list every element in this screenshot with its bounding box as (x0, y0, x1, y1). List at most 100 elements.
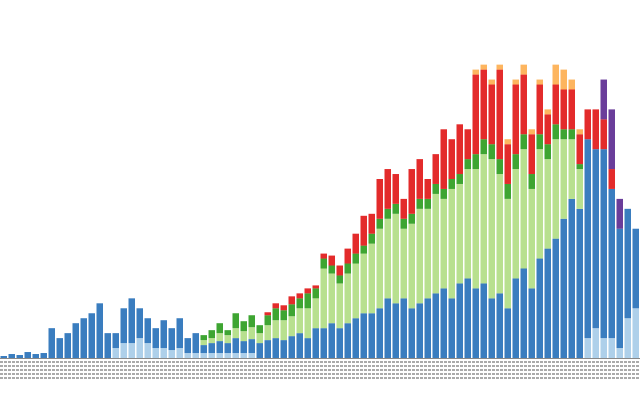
bar-segment (312, 328, 319, 358)
bar-segment (480, 283, 487, 358)
bar-segment (448, 298, 455, 358)
bar-segment (552, 124, 559, 140)
bar-segment (616, 348, 623, 358)
bar-segment (256, 333, 263, 344)
bar-segment (432, 193, 439, 294)
bar-segment (376, 218, 383, 229)
bar-segment (176, 318, 183, 349)
bar-segment (160, 320, 167, 349)
bar-segment (536, 84, 543, 135)
bar-segment (296, 298, 303, 309)
bar-segment (392, 203, 399, 214)
bar-segment (320, 253, 327, 259)
bar-segment (272, 320, 279, 339)
bar-segment (392, 174, 399, 204)
bar-segment (280, 305, 287, 311)
bar-segment (488, 159, 495, 299)
bar-segment (416, 303, 423, 358)
bar-segment (168, 350, 175, 358)
bar-segment (304, 308, 311, 339)
bar-segment (352, 253, 359, 264)
bar-segment (56, 338, 63, 358)
bar-segment (488, 144, 495, 160)
bar-segment (280, 320, 287, 341)
bar-segment (520, 149, 527, 269)
bar-segment (248, 315, 255, 328)
bar-segment (112, 333, 119, 349)
bar-segment (520, 64, 527, 75)
bar-segment (560, 139, 567, 219)
bar-segment (344, 248, 351, 264)
bar-segment (392, 303, 399, 358)
bar-segment (536, 134, 543, 150)
bar-segment (0, 356, 7, 358)
bar-segment (600, 79, 607, 120)
bar-segment (176, 348, 183, 358)
bar-segment (144, 318, 151, 344)
bar-segment (576, 208, 583, 358)
bar-segment (296, 293, 303, 299)
bar-segment (248, 327, 255, 340)
bar-segment (408, 308, 415, 358)
bar-segment (536, 149, 543, 259)
bar-segment (288, 296, 295, 305)
bar-segment (272, 338, 279, 358)
bar-segment (496, 293, 503, 358)
bar-segment (216, 341, 223, 354)
bar-segment (472, 288, 479, 358)
bar-segment (320, 268, 327, 329)
bar-segment (232, 313, 239, 329)
bar-segment (576, 169, 583, 209)
bar-segment (216, 333, 223, 342)
bar-segment (504, 139, 511, 145)
bar-segment (512, 79, 519, 85)
bar-segment (296, 308, 303, 334)
bar-segment (432, 293, 439, 358)
bar-segment (472, 74, 479, 155)
bar-segment (512, 169, 519, 279)
bar-segment (536, 79, 543, 85)
bar-segment (608, 188, 615, 339)
bar-segment (72, 323, 79, 358)
bar-segment (304, 288, 311, 294)
bar-segment (40, 353, 47, 358)
bar-segment (592, 328, 599, 358)
bar-segment (424, 198, 431, 209)
bar-segment (496, 159, 503, 175)
bar-segment (280, 310, 287, 321)
bar-segment (328, 265, 335, 274)
bar-segment (568, 89, 575, 130)
bar-segment (152, 328, 159, 349)
bar-segment (536, 258, 543, 358)
bar-segment (624, 318, 631, 358)
bar-segment (496, 174, 503, 294)
bar-segment (520, 268, 527, 358)
bar-segment (424, 298, 431, 358)
bar-segment (376, 228, 383, 309)
bar-segment (584, 338, 591, 358)
bar-segment (208, 338, 215, 344)
bar-segment (280, 340, 287, 358)
bar-segment (248, 339, 255, 354)
bar-segment (400, 228, 407, 299)
bar-segment (328, 255, 335, 266)
bar-segment (616, 198, 623, 229)
bar-segment (440, 188, 447, 199)
bar-segment (568, 129, 575, 140)
bar-segment (360, 245, 367, 254)
bar-segment (128, 343, 135, 358)
bar-segment (272, 303, 279, 309)
bar-segment (384, 169, 391, 209)
bar-segment (472, 169, 479, 289)
bar-segment (464, 278, 471, 358)
bar-segment (568, 198, 575, 358)
bar-segment (368, 233, 375, 244)
bar-segment (440, 129, 447, 189)
bar-segment (512, 84, 519, 155)
bar-segment (440, 288, 447, 358)
bar-segment (272, 308, 279, 321)
bar-segment (336, 328, 343, 358)
bar-segment (544, 144, 551, 160)
bar-segment (576, 129, 583, 135)
